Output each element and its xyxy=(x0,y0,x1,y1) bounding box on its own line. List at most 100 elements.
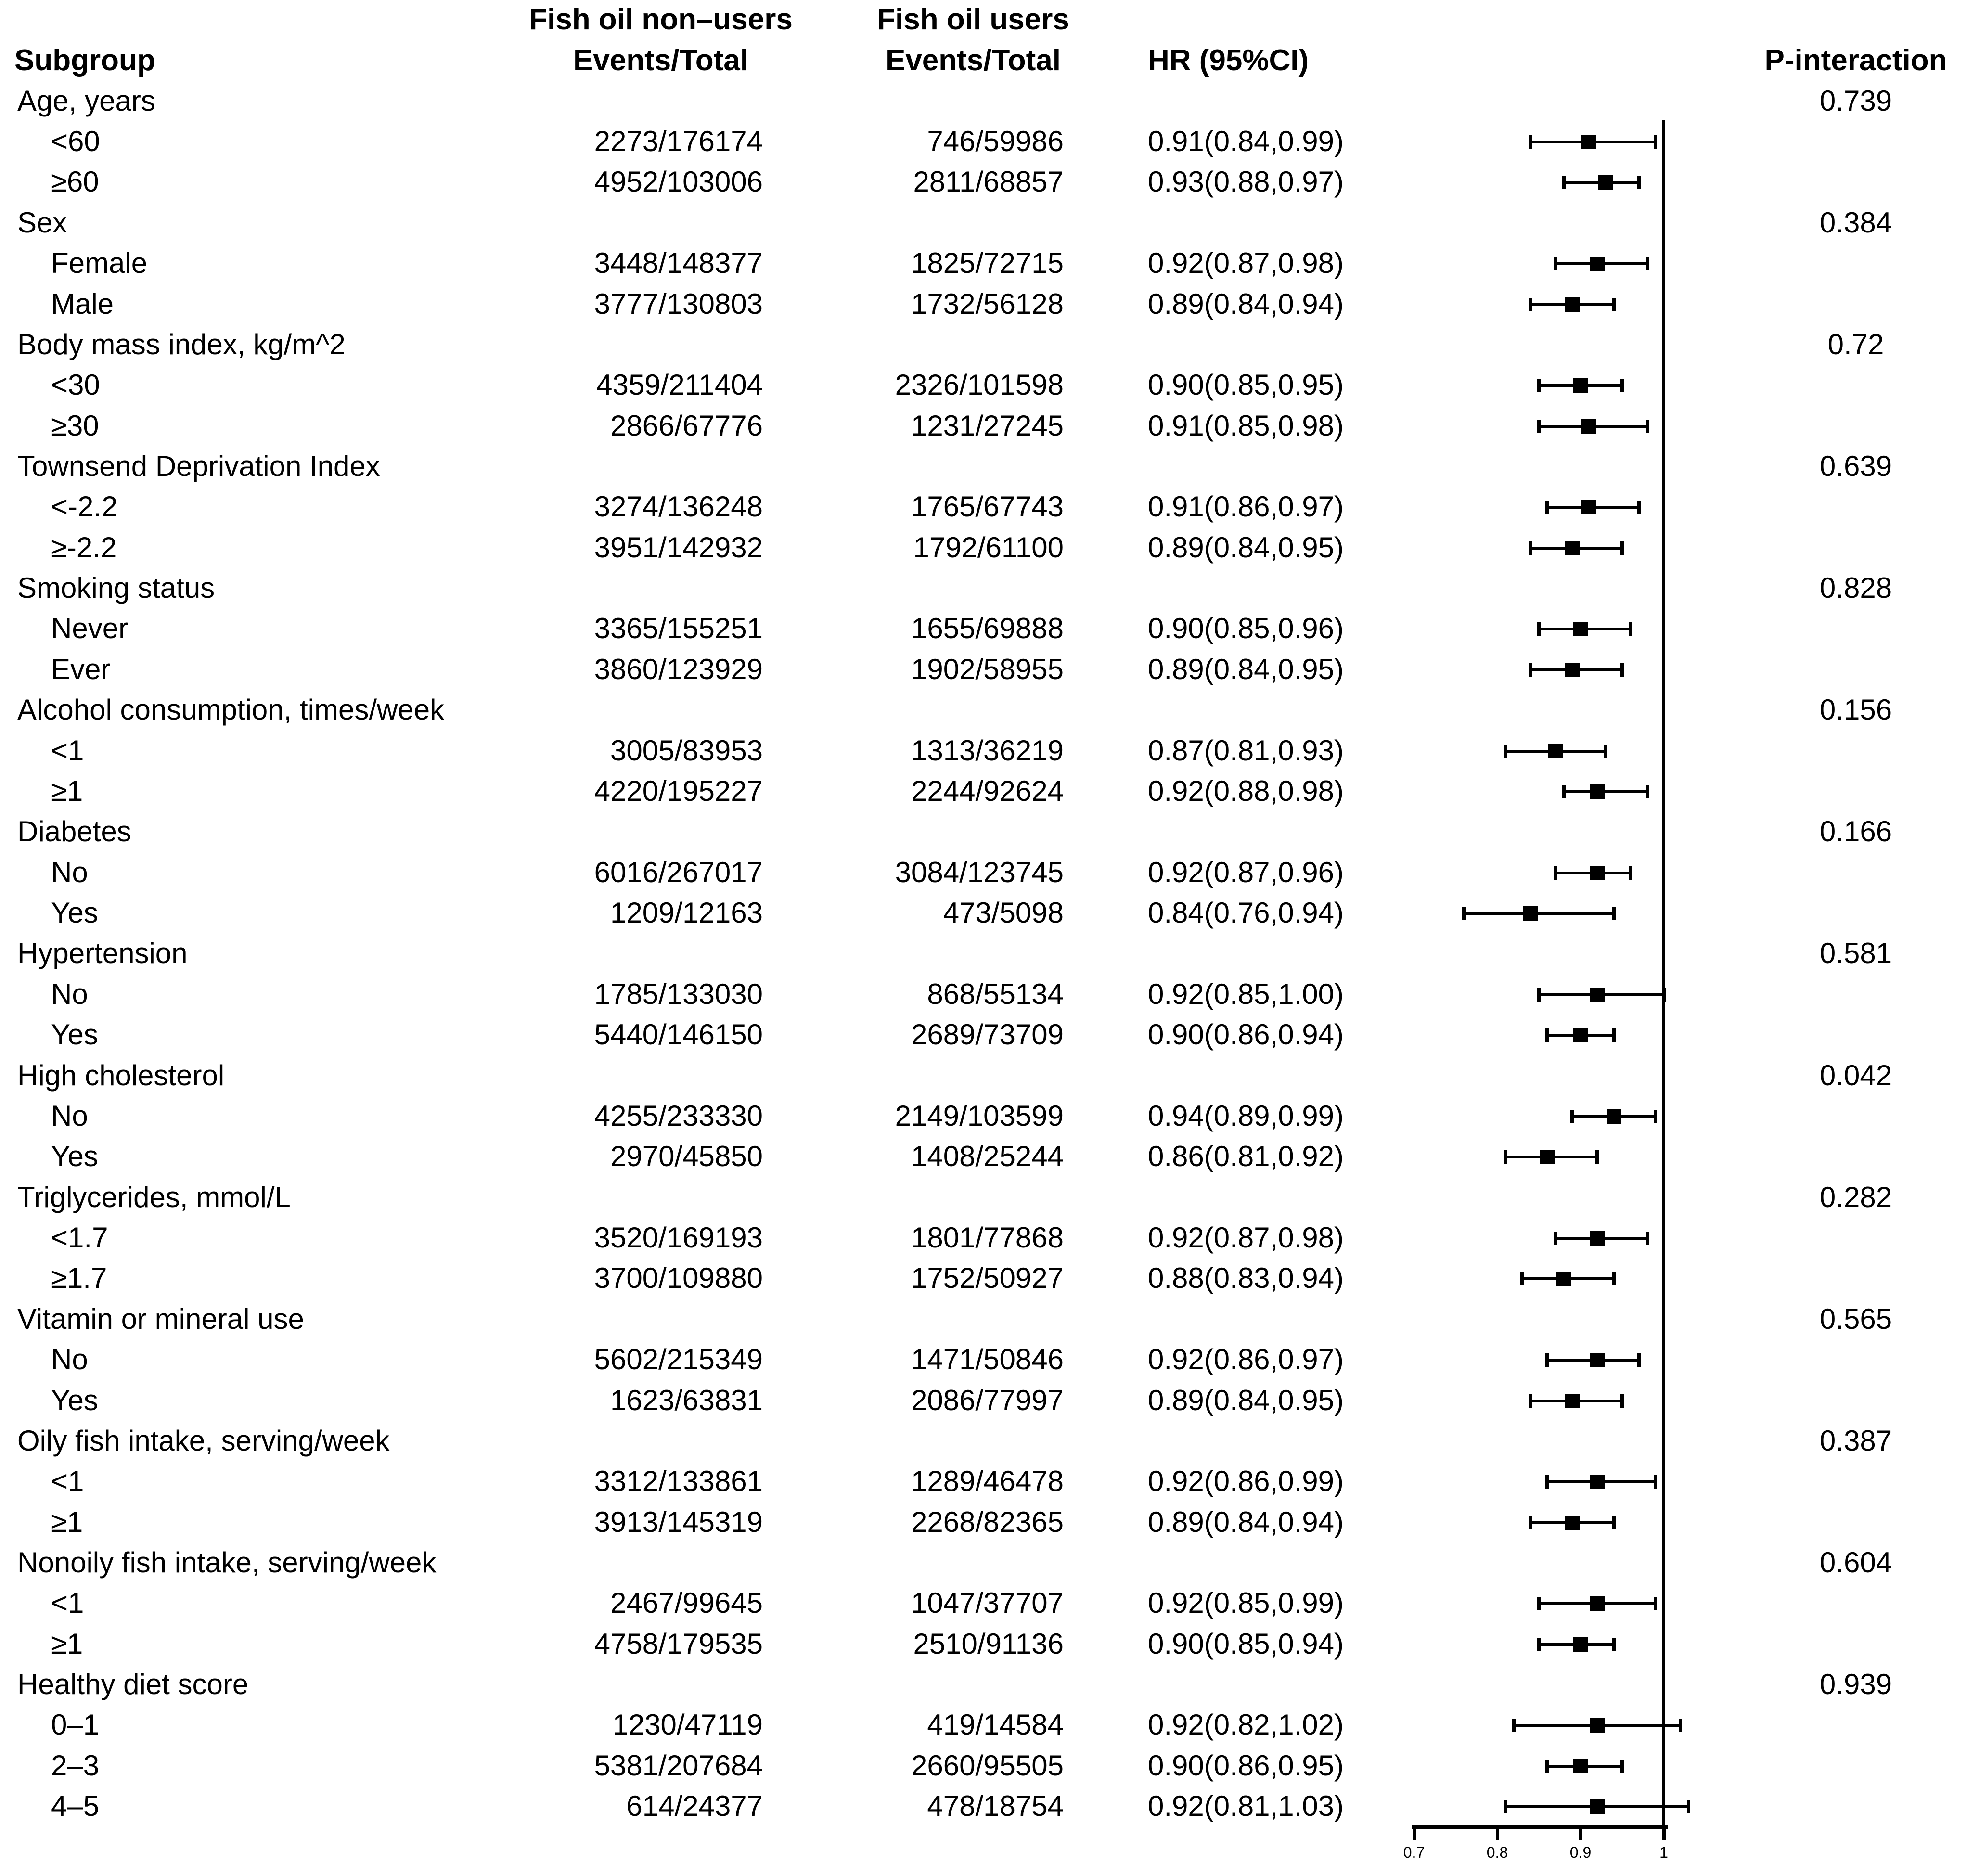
column-header-users-title: Fish oil users xyxy=(877,3,1069,36)
group-label: Smoking status xyxy=(17,572,215,604)
ci-line xyxy=(1564,790,1647,793)
users-events-total: 2326/101598 xyxy=(895,369,1064,401)
hr-ci-value: 0.84(0.76,0.94) xyxy=(1148,897,1344,929)
hr-marker xyxy=(1598,175,1613,190)
ci-cap-right xyxy=(1637,1353,1641,1367)
ci-cap-left xyxy=(1504,744,1507,758)
users-events-total: 1289/46478 xyxy=(911,1465,1064,1498)
nonusers-events-total: 3312/133861 xyxy=(594,1465,763,1498)
hr-marker xyxy=(1573,378,1588,393)
nonusers-events-total: 614/24377 xyxy=(626,1790,763,1823)
subgroup-label: ≥1 xyxy=(51,1627,83,1660)
hr-marker xyxy=(1540,1150,1555,1165)
hr-marker xyxy=(1590,257,1605,271)
subgroup-label: <30 xyxy=(51,369,100,401)
nonusers-events-total: 4220/195227 xyxy=(594,774,763,807)
ci-cap-left xyxy=(1545,501,1549,514)
ci-cap-right xyxy=(1620,379,1624,393)
ci-cap-left xyxy=(1537,622,1541,636)
users-events-total: 419/14584 xyxy=(927,1709,1064,1741)
ci-cap-right xyxy=(1645,784,1649,798)
hr-marker xyxy=(1590,1596,1605,1611)
subgroup-label: <1.7 xyxy=(51,1221,108,1254)
group-label: Vitamin or mineral use xyxy=(17,1302,304,1335)
ci-cap-left xyxy=(1529,135,1532,149)
nonusers-events-total: 2273/176174 xyxy=(594,125,763,158)
subgroup-label: Yes xyxy=(51,1384,98,1416)
nonusers-events-total: 4758/179535 xyxy=(594,1627,763,1660)
p-interaction-value: 0.739 xyxy=(1819,84,1892,117)
users-events-total: 1732/56128 xyxy=(911,287,1064,320)
p-interaction-value: 0.604 xyxy=(1819,1546,1892,1579)
nonusers-events-total: 5602/215349 xyxy=(594,1343,763,1376)
hr-ci-value: 0.88(0.83,0.94) xyxy=(1148,1262,1344,1295)
nonusers-events-total: 3700/109880 xyxy=(594,1262,763,1295)
hr-ci-value: 0.91(0.85,0.98) xyxy=(1148,409,1344,442)
ci-cap-right xyxy=(1629,622,1633,636)
p-interaction-value: 0.565 xyxy=(1819,1302,1892,1335)
hr-marker xyxy=(1565,662,1580,677)
hr-ci-value: 0.92(0.88,0.98) xyxy=(1148,774,1344,807)
column-header-users-subtitle: Events/Total xyxy=(885,44,1061,77)
ci-cap-left xyxy=(1554,257,1557,271)
ci-cap-right xyxy=(1687,1800,1691,1814)
nonusers-events-total: 3913/145319 xyxy=(594,1505,763,1538)
x-axis-tick-label: 0.9 xyxy=(1569,1844,1592,1861)
x-axis-tick-label: 0.8 xyxy=(1486,1844,1508,1861)
x-axis-tick xyxy=(1496,1827,1499,1840)
hr-marker xyxy=(1573,1028,1588,1043)
p-interaction-value: 0.828 xyxy=(1819,572,1892,604)
ci-cap-left xyxy=(1529,663,1532,677)
users-events-total: 1801/77868 xyxy=(911,1221,1064,1254)
group-label: Oily fish intake, serving/week xyxy=(17,1424,390,1457)
ci-cap-left xyxy=(1537,1637,1541,1651)
hr-marker xyxy=(1590,987,1605,1002)
reference-line xyxy=(1662,120,1665,1827)
hr-ci-value: 0.89(0.84,0.95) xyxy=(1148,653,1344,685)
nonusers-events-total: 6016/267017 xyxy=(594,856,763,888)
ci-cap-right xyxy=(1654,135,1658,149)
subgroup-label: ≥60 xyxy=(51,166,99,198)
p-interaction-value: 0.639 xyxy=(1819,450,1892,482)
ci-cap-left xyxy=(1512,1719,1516,1733)
subgroup-label: ≥-2.2 xyxy=(51,531,117,564)
p-interaction-value: 0.282 xyxy=(1819,1181,1892,1213)
subgroup-label: <60 xyxy=(51,125,100,158)
ci-cap-right xyxy=(1637,501,1641,514)
ci-cap-left xyxy=(1504,1800,1507,1814)
hr-marker xyxy=(1590,1799,1605,1814)
nonusers-events-total: 2970/45850 xyxy=(610,1140,763,1173)
ci-cap-left xyxy=(1529,541,1532,555)
hr-ci-value: 0.90(0.85,0.94) xyxy=(1148,1627,1344,1660)
users-events-total: 2689/73709 xyxy=(911,1018,1064,1051)
ci-line xyxy=(1464,912,1614,915)
group-label: Age, years xyxy=(17,84,155,117)
nonusers-events-total: 1209/12163 xyxy=(610,897,763,929)
ci-cap-right xyxy=(1620,1394,1624,1408)
ci-cap-left xyxy=(1529,1394,1532,1408)
group-label: High cholesterol xyxy=(17,1059,225,1092)
ci-cap-right xyxy=(1629,866,1633,880)
nonusers-events-total: 3951/142932 xyxy=(594,531,763,564)
ci-cap-right xyxy=(1620,1759,1624,1773)
p-interaction-value: 0.939 xyxy=(1819,1668,1892,1701)
subgroup-label: Female xyxy=(51,247,148,280)
hr-marker xyxy=(1590,784,1605,799)
users-events-total: 1765/67743 xyxy=(911,490,1064,523)
hr-ci-value: 0.94(0.89,0.99) xyxy=(1148,1099,1344,1132)
nonusers-events-total: 5440/146150 xyxy=(594,1018,763,1051)
hr-ci-value: 0.92(0.81,1.03) xyxy=(1148,1790,1344,1823)
ci-cap-left xyxy=(1537,379,1541,393)
nonusers-events-total: 3274/136248 xyxy=(594,490,763,523)
nonusers-events-total: 3777/130803 xyxy=(594,287,763,320)
ci-cap-left xyxy=(1570,1109,1574,1123)
ci-cap-right xyxy=(1612,1028,1616,1042)
ci-cap-left xyxy=(1562,784,1566,798)
nonusers-events-total: 3448/148377 xyxy=(594,247,763,280)
hr-marker xyxy=(1590,1718,1605,1733)
hr-marker xyxy=(1565,540,1580,555)
subgroup-label: <1 xyxy=(51,1465,84,1498)
ci-cap-right xyxy=(1637,176,1641,190)
hr-marker xyxy=(1565,1393,1580,1408)
